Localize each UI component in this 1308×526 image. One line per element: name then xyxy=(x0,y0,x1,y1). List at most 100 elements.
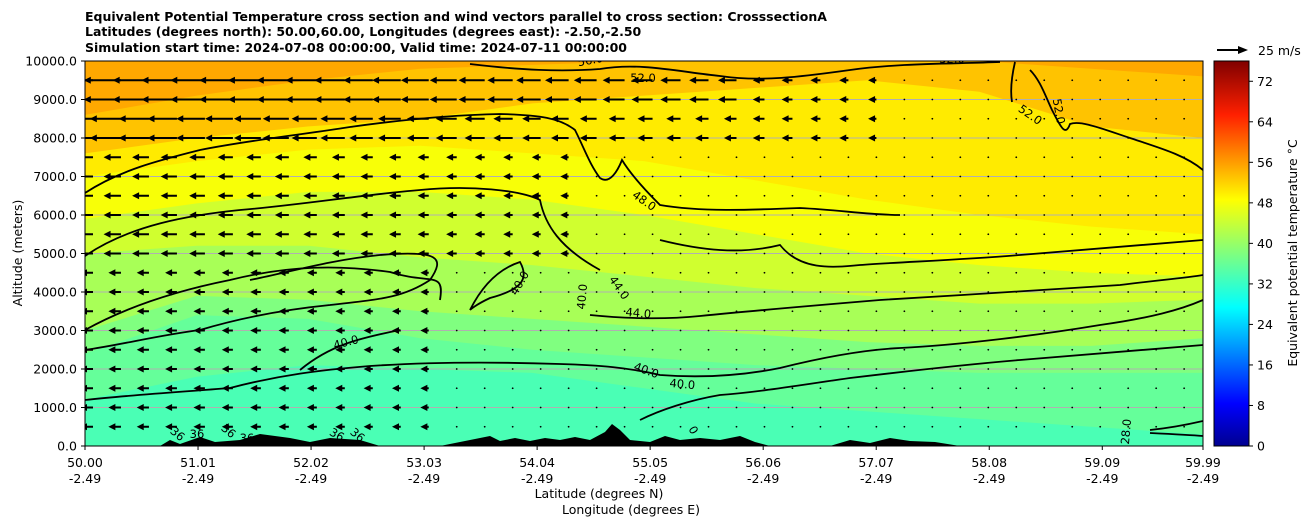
wind-vector xyxy=(446,173,457,180)
wind-vector xyxy=(217,192,233,200)
wind-vector xyxy=(763,156,766,159)
wind-vector xyxy=(573,96,597,103)
wind-vector xyxy=(531,192,541,200)
wind-vector xyxy=(595,425,598,428)
x-tick-label-lon: -2.49 xyxy=(1086,471,1118,486)
wind-vector xyxy=(959,406,962,409)
wind-vector xyxy=(1183,348,1186,351)
wind-vector xyxy=(503,153,513,161)
wind-vector xyxy=(931,117,934,120)
wind-vector xyxy=(560,230,569,238)
wind-vector xyxy=(1127,329,1130,332)
wind-vector xyxy=(651,406,654,409)
wind-vector xyxy=(193,346,205,354)
wind-vector xyxy=(1183,117,1186,120)
wind-vector xyxy=(1155,194,1158,197)
wind-vector xyxy=(483,310,486,313)
wind-vector xyxy=(875,310,878,313)
wind-vector xyxy=(1043,329,1046,332)
wind-vector xyxy=(360,211,373,219)
wind-vector xyxy=(567,329,570,332)
wind-vector xyxy=(666,115,681,123)
wind-vector xyxy=(455,310,458,313)
x-tick-label-lat: 59.99 xyxy=(1185,455,1221,470)
colorbar-tick-label: 32 xyxy=(1257,276,1273,291)
wind-vector xyxy=(343,96,373,103)
wind-vector xyxy=(987,252,990,255)
plot-area: 52.052.056.0 52.052.048.044.044.040.040.0… xyxy=(85,61,1203,446)
wind-vector xyxy=(551,134,569,142)
wind-vector xyxy=(959,233,962,236)
wind-vector xyxy=(250,346,261,354)
wind-vector xyxy=(291,134,317,142)
wind-vector xyxy=(435,134,457,142)
wind-vector xyxy=(959,368,962,370)
wind-vector xyxy=(679,252,682,255)
wind-vector xyxy=(274,192,289,200)
wind-vector xyxy=(763,175,766,178)
wind-vector xyxy=(314,76,345,84)
wind-vector xyxy=(819,291,822,293)
wind-vector xyxy=(511,310,514,313)
wind-vector xyxy=(847,175,850,178)
wind-vector xyxy=(660,76,681,84)
wind-vector xyxy=(363,269,373,277)
wind-vector xyxy=(1015,98,1018,101)
wind-vector xyxy=(483,425,486,428)
wind-vector xyxy=(560,173,569,180)
wind-vector xyxy=(1155,98,1158,101)
wind-vector xyxy=(847,194,850,197)
wind-vector xyxy=(1183,329,1186,332)
wind-vector xyxy=(420,423,429,431)
wind-vector xyxy=(1183,156,1186,159)
wind-vectors xyxy=(85,76,1186,431)
wind-vector xyxy=(1071,137,1074,139)
wind-vector xyxy=(420,327,429,334)
wind-vector xyxy=(176,134,205,142)
wind-vector xyxy=(959,98,962,101)
wind-vector xyxy=(511,348,514,351)
wind-vector xyxy=(1015,156,1018,159)
wind-vector xyxy=(103,250,121,257)
wind-vector xyxy=(278,423,289,431)
wind-vector xyxy=(1155,271,1158,274)
wind-vector xyxy=(847,368,850,370)
wind-vector xyxy=(1099,271,1102,274)
wind-vector xyxy=(391,269,401,277)
wind-vector xyxy=(608,115,625,123)
wind-vector xyxy=(579,134,597,142)
wind-vector xyxy=(108,384,121,392)
wind-vector xyxy=(545,96,569,103)
colorbar-tick-label: 48 xyxy=(1257,195,1273,210)
x-tick-label-lon: -2.49 xyxy=(634,471,666,486)
wind-vector xyxy=(335,384,345,392)
wind-vector xyxy=(132,153,149,161)
y-axis: 0.0 1000.0 2000.0 3000.0 4000.0 5000.0 6000.0 7… xyxy=(25,54,85,454)
wind-vector xyxy=(735,406,738,409)
wind-vector xyxy=(483,271,486,274)
contour-label: 44.0 xyxy=(625,305,652,321)
wind-vector xyxy=(839,96,849,103)
wind-vector xyxy=(903,214,906,216)
wind-vector xyxy=(931,233,934,236)
wind-vector xyxy=(160,192,177,200)
wind-vector xyxy=(903,310,906,313)
wind-vector xyxy=(791,329,794,332)
colorbar-tick-label: 24 xyxy=(1257,317,1273,332)
x-tick-label-lon: -2.49 xyxy=(973,471,1005,486)
wind-vector xyxy=(516,76,541,84)
wind-vector xyxy=(1127,406,1130,409)
wind-vector xyxy=(306,269,317,277)
wind-vector xyxy=(331,192,345,200)
wind-vector xyxy=(839,76,849,84)
wind-vector xyxy=(1155,175,1158,178)
y-axis-label: Altitude (meters) xyxy=(10,200,25,307)
wind-vector xyxy=(1099,368,1102,370)
wind-vector xyxy=(335,269,345,277)
wind-vector xyxy=(303,173,317,180)
wind-vector xyxy=(360,250,373,257)
x-tick-label-lat: 53.03 xyxy=(406,455,442,470)
wind-vector xyxy=(931,194,934,197)
contour-line-40 xyxy=(85,252,525,351)
wind-vector xyxy=(147,115,177,123)
